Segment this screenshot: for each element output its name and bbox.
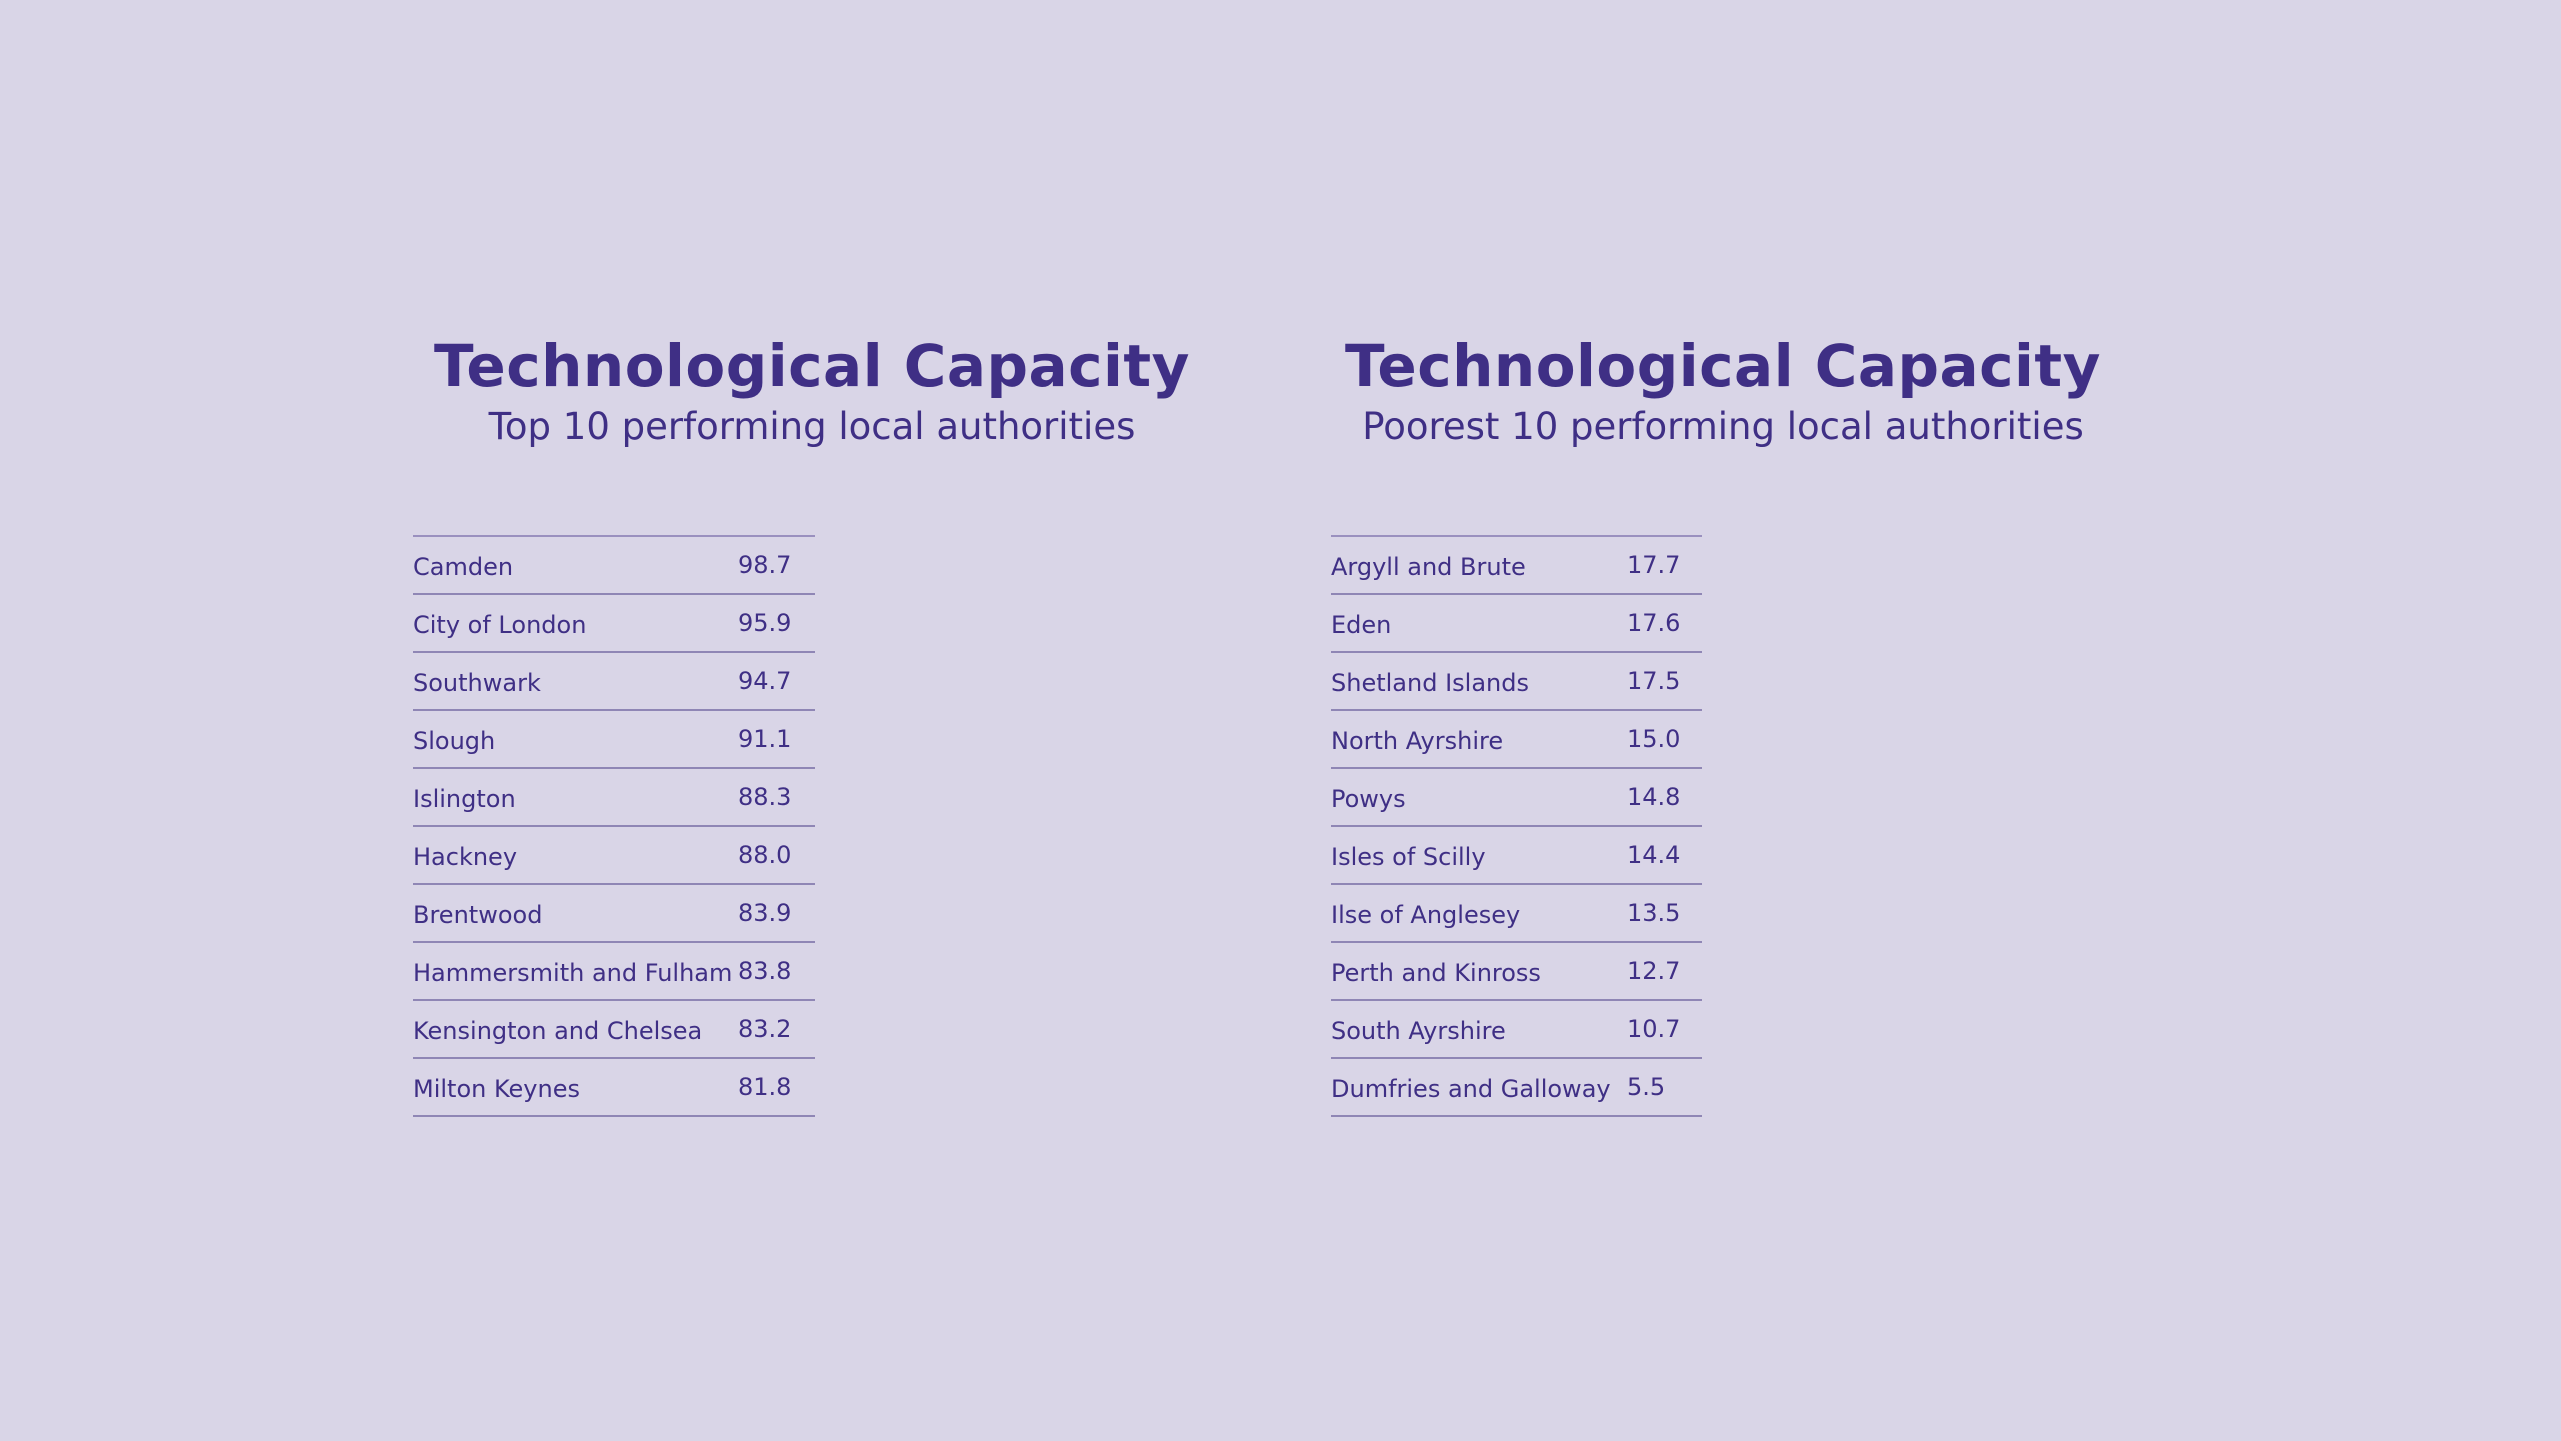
score-value: 10.7 xyxy=(1627,1015,1681,1043)
score-value: 88.3 xyxy=(738,783,792,811)
score-value: 13.5 xyxy=(1627,899,1681,927)
table-row: Southwark 94.7 xyxy=(413,653,815,711)
score-value: 5.5 xyxy=(1627,1073,1666,1101)
table-row: Shetland Islands 17.5 xyxy=(1331,653,1702,711)
title: Technological Capacity xyxy=(434,332,1190,400)
table-row: Slough 91.1 xyxy=(413,711,815,769)
score-value: 91.1 xyxy=(738,725,792,753)
score-value: 17.7 xyxy=(1627,551,1681,579)
table-row: Islington 88.3 xyxy=(413,769,815,827)
authority-name: Kensington and Chelsea xyxy=(413,1017,703,1045)
score-value: 81.8 xyxy=(738,1073,792,1101)
authority-name: Milton Keynes xyxy=(413,1075,580,1103)
authority-name: Argyll and Brute xyxy=(1331,553,1526,581)
score-value: 14.4 xyxy=(1627,841,1681,869)
table-row: Powys 14.8 xyxy=(1331,769,1702,827)
poorest-10-table: Argyll and Brute 17.7 Eden 17.6 Shetland Isl… xyxy=(1331,535,1702,1117)
score-value: 94.7 xyxy=(738,667,792,695)
authority-name: Southwark xyxy=(413,669,541,697)
score-value: 95.9 xyxy=(738,609,792,637)
authority-name: Ilse of Anglesey xyxy=(1331,901,1521,929)
authority-name: South Ayrshire xyxy=(1331,1017,1506,1045)
authority-name: Brentwood xyxy=(413,901,543,929)
table-row: Hackney 88.0 xyxy=(413,827,815,885)
table-row: Hammersmith and Fulham 83.8 xyxy=(413,943,815,1001)
subtitle: Poorest 10 performing local authorities xyxy=(1362,405,2084,448)
authority-name: Hackney xyxy=(413,843,518,871)
authority-name: Dumfries and Galloway xyxy=(1331,1075,1611,1103)
authority-name: Isles of Scilly xyxy=(1331,843,1486,871)
score-value: 88.0 xyxy=(738,841,792,869)
title: Technological Capacity xyxy=(1345,332,2101,400)
authority-name: Slough xyxy=(413,727,496,755)
table-row: City of London 95.9 xyxy=(413,595,815,653)
table-row: Eden 17.6 xyxy=(1331,595,1702,653)
table-row: Dumfries and Galloway 5.5 xyxy=(1331,1059,1702,1117)
score-value: 12.7 xyxy=(1627,957,1681,985)
authority-name: Camden xyxy=(413,553,514,581)
subtitle: Top 10 performing local authorities xyxy=(488,405,1136,448)
authority-name: Shetland Islands xyxy=(1331,669,1529,697)
top-10-table: Camden 98.7 City of London 95.9 Southwark 94.… xyxy=(413,535,815,1117)
score-value: 17.5 xyxy=(1627,667,1681,695)
top-10-heading: Technological Capacity Top 10 performing… xyxy=(362,330,1262,452)
authority-name: Powys xyxy=(1331,785,1406,813)
poorest-10-heading: Technological Capacity Poorest 10 perfor… xyxy=(1273,330,2173,452)
table-row: Isles of Scilly 14.4 xyxy=(1331,827,1702,885)
table-row: Argyll and Brute 17.7 xyxy=(1331,537,1702,595)
score-value: 14.8 xyxy=(1627,783,1681,811)
authority-name: Perth and Kinross xyxy=(1331,959,1541,987)
table-row: Ilse of Anglesey 13.5 xyxy=(1331,885,1702,943)
authority-name: Hammersmith and Fulham xyxy=(413,959,733,987)
authority-name: Islington xyxy=(413,785,516,813)
authority-name: Eden xyxy=(1331,611,1392,639)
table-row: Brentwood 83.9 xyxy=(413,885,815,943)
score-value: 83.8 xyxy=(738,957,792,985)
authority-name: City of London xyxy=(413,611,587,639)
score-value: 83.2 xyxy=(738,1015,792,1043)
table-row: North Ayrshire 15.0 xyxy=(1331,711,1702,769)
table-row: Perth and Kinross 12.7 xyxy=(1331,943,1702,1001)
table-row: Milton Keynes 81.8 xyxy=(413,1059,815,1117)
table-row: South Ayrshire 10.7 xyxy=(1331,1001,1702,1059)
score-value: 98.7 xyxy=(738,551,792,579)
authority-name: North Ayrshire xyxy=(1331,727,1504,755)
table-row: Kensington and Chelsea 83.2 xyxy=(413,1001,815,1059)
score-value: 17.6 xyxy=(1627,609,1681,637)
score-value: 83.9 xyxy=(738,899,792,927)
score-value: 15.0 xyxy=(1627,725,1681,753)
table-row: Camden 98.7 xyxy=(413,537,815,595)
